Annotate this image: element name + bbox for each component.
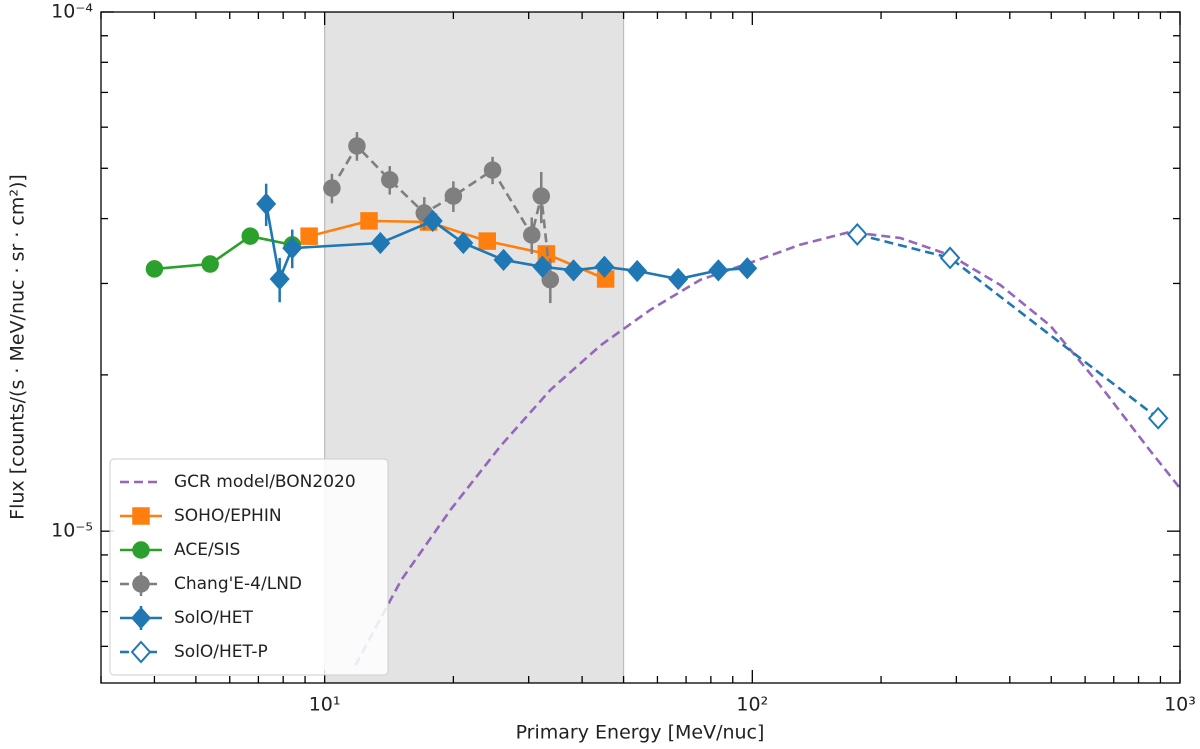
marker (130, 606, 152, 630)
marker (493, 248, 514, 272)
marker (132, 507, 150, 525)
marker (483, 161, 502, 179)
series-line (856, 233, 1159, 420)
series-line (330, 143, 552, 280)
marker (370, 231, 391, 255)
plot-frame (100, 11, 1181, 684)
marker (130, 640, 152, 664)
marker (282, 236, 303, 260)
marker (627, 259, 648, 283)
y-axis-label: Flux [counts/(s · MeV/nuc · sr · cm²)] (7, 174, 29, 520)
marker (594, 255, 615, 278)
marker (444, 187, 463, 205)
series-line (154, 234, 293, 271)
y-tick-label: 10⁻⁵ (51, 520, 93, 542)
marker (300, 227, 318, 245)
marker (668, 267, 689, 291)
marker (939, 246, 961, 270)
legend-label: SolO/HET (174, 608, 254, 628)
series-line (308, 219, 607, 281)
legend-label: Chang'E-4/LND (174, 574, 302, 594)
marker (360, 212, 378, 230)
legend: GCR model/BON2020 SOHO/EPHIN ACE/SIS Chang'… (109, 458, 389, 676)
marker (241, 227, 259, 245)
marker (523, 226, 541, 244)
legend-label: ACE/SIS (174, 540, 240, 560)
legend-label: SolO/HET-P (174, 642, 268, 662)
series-line (354, 230, 1180, 666)
marker (478, 232, 496, 250)
x-tick-label: 10³ (1164, 694, 1196, 716)
marker (145, 260, 164, 278)
marker (132, 575, 150, 593)
marker (256, 192, 277, 215)
legend-label: GCR model/BON2020 (174, 472, 356, 492)
marker (453, 231, 474, 255)
x-tick-label: 10¹ (309, 694, 341, 716)
marker (201, 255, 219, 273)
marker (846, 222, 868, 246)
marker (348, 137, 366, 155)
y-tick-label: 10⁻⁴ (51, 1, 93, 23)
marker (541, 270, 560, 289)
x-axis-label: Primary Energy [MeV/nuc] (516, 722, 765, 744)
marker (323, 179, 341, 197)
marker (737, 257, 758, 280)
legend-box (109, 458, 389, 676)
marker (563, 259, 584, 282)
legend-label: SOHO/EPHIN (174, 506, 282, 526)
x-tick-label: 10² (736, 694, 768, 716)
marker (532, 255, 553, 278)
marker (708, 259, 729, 282)
marker (422, 209, 443, 232)
marker (1147, 406, 1169, 430)
marker (132, 541, 150, 559)
marker (532, 187, 551, 205)
marker (269, 267, 290, 291)
marker (381, 171, 399, 189)
